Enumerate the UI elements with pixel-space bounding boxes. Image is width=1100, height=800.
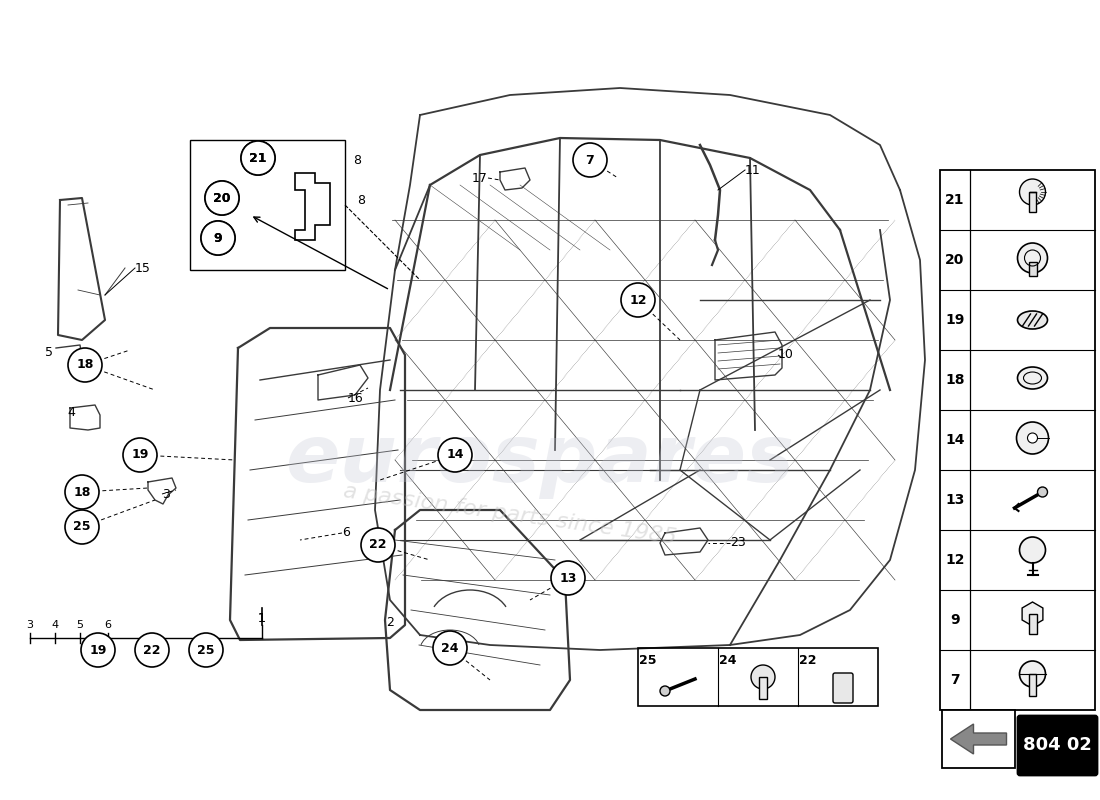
- Text: 3: 3: [162, 487, 169, 501]
- Circle shape: [135, 633, 169, 667]
- Text: 21: 21: [250, 151, 266, 165]
- Circle shape: [1020, 537, 1045, 563]
- Text: 19: 19: [945, 313, 965, 327]
- Text: 1: 1: [258, 611, 266, 625]
- Text: 20: 20: [213, 191, 231, 205]
- Bar: [942, 710, 1015, 768]
- Circle shape: [621, 283, 654, 317]
- Circle shape: [205, 181, 239, 215]
- Circle shape: [660, 686, 670, 696]
- Text: 8: 8: [353, 154, 361, 166]
- Text: 17: 17: [472, 171, 488, 185]
- Text: 804 02: 804 02: [1023, 737, 1092, 754]
- Text: 25: 25: [639, 654, 657, 667]
- Text: a passion for parts since 1985: a passion for parts since 1985: [342, 482, 678, 548]
- Text: 6: 6: [104, 620, 111, 630]
- Text: 12: 12: [945, 553, 965, 567]
- Text: 15: 15: [135, 262, 151, 274]
- Circle shape: [1020, 661, 1045, 687]
- Circle shape: [1018, 243, 1047, 273]
- Circle shape: [205, 181, 239, 215]
- Text: 12: 12: [629, 294, 647, 306]
- Circle shape: [81, 633, 116, 667]
- Ellipse shape: [1018, 311, 1047, 329]
- Circle shape: [1037, 487, 1047, 497]
- Circle shape: [241, 141, 275, 175]
- Circle shape: [123, 438, 157, 472]
- Text: 21: 21: [945, 193, 965, 207]
- Bar: [940, 170, 1094, 710]
- Text: 3: 3: [26, 620, 33, 630]
- Bar: [638, 648, 878, 706]
- Circle shape: [361, 528, 395, 562]
- Text: 24: 24: [441, 642, 459, 654]
- Text: 4: 4: [52, 620, 58, 630]
- Text: 5: 5: [77, 620, 84, 630]
- Text: 20: 20: [945, 253, 965, 267]
- Text: 9: 9: [213, 231, 222, 245]
- Text: 13: 13: [559, 571, 576, 585]
- Bar: [1028, 614, 1036, 634]
- Circle shape: [438, 438, 472, 472]
- Text: 18: 18: [945, 373, 965, 387]
- Text: 16: 16: [348, 391, 364, 405]
- Text: 19: 19: [131, 449, 149, 462]
- Circle shape: [1027, 433, 1037, 443]
- Text: 18: 18: [74, 486, 90, 498]
- Ellipse shape: [1018, 367, 1047, 389]
- Polygon shape: [1022, 602, 1043, 626]
- Bar: [1028, 262, 1036, 276]
- FancyBboxPatch shape: [1018, 716, 1097, 775]
- Circle shape: [68, 348, 102, 382]
- FancyBboxPatch shape: [833, 673, 853, 703]
- Text: 9: 9: [213, 231, 222, 245]
- Polygon shape: [950, 724, 1006, 754]
- Text: 14: 14: [945, 433, 965, 447]
- Text: 22: 22: [143, 643, 161, 657]
- Text: 8: 8: [358, 194, 365, 206]
- Text: 2: 2: [386, 615, 394, 629]
- Text: 22: 22: [370, 538, 387, 551]
- Circle shape: [433, 631, 468, 665]
- Circle shape: [1016, 422, 1048, 454]
- Text: 9: 9: [950, 613, 960, 627]
- Circle shape: [65, 510, 99, 544]
- Text: 25: 25: [74, 521, 90, 534]
- Text: 19: 19: [89, 643, 107, 657]
- Bar: [1028, 674, 1036, 696]
- Text: 22: 22: [800, 654, 816, 667]
- Text: 1: 1: [258, 611, 266, 625]
- Text: 7: 7: [585, 154, 594, 166]
- Circle shape: [201, 221, 235, 255]
- Circle shape: [241, 141, 275, 175]
- Text: eurospares: eurospares: [286, 421, 794, 499]
- Text: 10: 10: [778, 349, 794, 362]
- Text: 7: 7: [950, 673, 960, 687]
- Text: 14: 14: [447, 449, 464, 462]
- Text: 25: 25: [197, 643, 215, 657]
- Text: 24: 24: [719, 654, 737, 667]
- Circle shape: [201, 221, 235, 255]
- Bar: [759, 677, 767, 699]
- Text: 11: 11: [745, 163, 761, 177]
- Text: 5: 5: [45, 346, 53, 358]
- Text: 6: 6: [342, 526, 350, 539]
- Circle shape: [573, 143, 607, 177]
- Bar: [1028, 192, 1036, 212]
- Circle shape: [189, 633, 223, 667]
- Circle shape: [1020, 179, 1045, 205]
- Circle shape: [751, 665, 776, 689]
- Text: 4: 4: [67, 406, 75, 419]
- Bar: [190, 140, 345, 270]
- Text: 21: 21: [250, 151, 266, 165]
- Text: 18: 18: [76, 358, 94, 371]
- Text: 23: 23: [730, 537, 746, 550]
- Circle shape: [551, 561, 585, 595]
- Text: 13: 13: [945, 493, 965, 507]
- Circle shape: [65, 475, 99, 509]
- Text: 20: 20: [213, 191, 231, 205]
